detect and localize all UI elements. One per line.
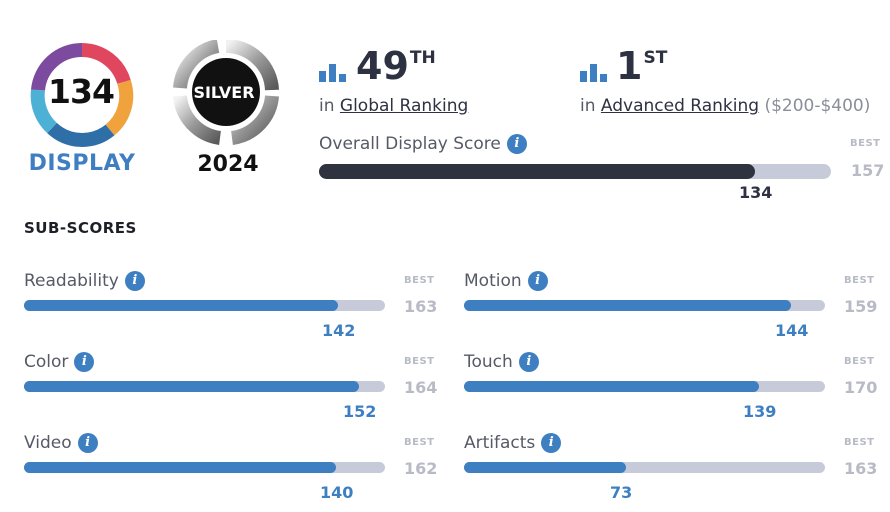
overall-best-value: 157: [851, 161, 885, 180]
subscore-bar: [464, 300, 825, 311]
subscore-value: 139: [743, 402, 777, 421]
info-icon[interactable]: i: [124, 271, 145, 291]
subscore-title-row: Artifacts i: [464, 433, 562, 453]
subscore-title-row: Color i: [24, 352, 95, 372]
advanced-ranking-link[interactable]: Advanced Ranking: [600, 96, 760, 116]
subscore-bar-fill: [464, 300, 792, 311]
overall-score-bar: [319, 164, 831, 179]
subscore-bar-fill: [464, 462, 626, 473]
subscore-bar-fill: [24, 462, 336, 473]
subscore-value: 152: [343, 402, 377, 421]
subscore-value: 144: [775, 321, 809, 340]
subscore-best-value: 159: [844, 297, 878, 316]
global-ranking-line: in Global Ranking: [319, 96, 468, 116]
subscore-value: 140: [320, 483, 354, 502]
overall-best-label: BEST: [850, 138, 881, 149]
global-rank-number: 49: [356, 44, 409, 88]
ranking-bar-icon: [319, 64, 346, 82]
subscore-bar: [464, 462, 825, 473]
info-icon[interactable]: i: [74, 352, 95, 372]
subscore-name: Touch: [464, 352, 513, 372]
info-icon[interactable]: i: [541, 433, 562, 453]
global-rank-suffix: TH: [409, 48, 436, 68]
silver-medal-icon: [173, 40, 279, 145]
advanced-rank: 1ST: [616, 44, 667, 88]
subscores-heading: SUB-SCORES: [24, 219, 137, 237]
subscore-best-label: BEST: [404, 356, 435, 367]
subscore-title-row: Motion i: [464, 271, 548, 291]
subscore-bar: [24, 381, 385, 392]
subscore-best-value: 163: [844, 459, 878, 478]
info-icon[interactable]: i: [506, 134, 527, 154]
info-icon[interactable]: i: [77, 433, 98, 453]
medal-label: SILVER: [193, 83, 255, 102]
subscore-best-label: BEST: [844, 356, 875, 367]
subscore-best-label: BEST: [844, 275, 875, 286]
display-score-logo: [30, 42, 134, 147]
subscore-name: Video: [24, 433, 72, 453]
subscore-name: Readability: [24, 271, 119, 291]
global-ranking-link[interactable]: Global Ranking: [339, 96, 469, 116]
subscore-bar: [24, 462, 385, 473]
display-label: DISPLAY: [28, 151, 136, 176]
subscore-title-row: Touch i: [464, 352, 539, 372]
subscore-best-value: 163: [404, 297, 438, 316]
subscore-best-value: 170: [844, 378, 878, 397]
advanced-rank-number: 1: [616, 44, 643, 88]
subscore-name: Motion: [464, 271, 522, 291]
subscore-value: 73: [610, 483, 633, 502]
advanced-ranking-line: in Advanced Ranking ($200-$400): [580, 96, 870, 116]
info-icon[interactable]: i: [527, 271, 548, 291]
ranking-bar-icon: [580, 64, 607, 82]
subscore-title-row: Video i: [24, 433, 98, 453]
display-score-value: 134: [48, 72, 115, 111]
overall-score-bar-fill: [319, 164, 756, 179]
subscore-bar-fill: [24, 381, 359, 392]
overall-score-title-row: Overall Display Score i: [319, 134, 527, 154]
global-rank: 49TH: [356, 44, 436, 88]
medal-year: 2024: [197, 152, 259, 177]
subscore-best-label: BEST: [404, 275, 435, 286]
subscore-best-value: 164: [404, 378, 438, 397]
subscore-title-row: Readability i: [24, 271, 145, 291]
advanced-rank-suffix: ST: [643, 48, 668, 68]
global-ranking-prefix: in: [319, 96, 335, 116]
subscore-bar-fill: [24, 300, 339, 311]
subscore-bar: [24, 300, 385, 311]
subscore-name: Artifacts: [464, 433, 536, 453]
overall-score-value: 134: [739, 183, 773, 202]
subscore-best-value: 162: [404, 459, 438, 478]
subscore-value: 142: [322, 321, 356, 340]
info-icon[interactable]: i: [518, 352, 539, 372]
subscore-best-label: BEST: [844, 437, 875, 448]
advanced-ranking-price: ($200-$400): [764, 96, 871, 116]
overall-score-title: Overall Display Score: [319, 134, 501, 154]
subscore-bar-fill: [464, 381, 760, 392]
subscore-name: Color: [24, 352, 69, 372]
advanced-ranking-prefix: in: [580, 96, 596, 116]
subscore-bar: [464, 381, 825, 392]
subscore-best-label: BEST: [404, 437, 435, 448]
